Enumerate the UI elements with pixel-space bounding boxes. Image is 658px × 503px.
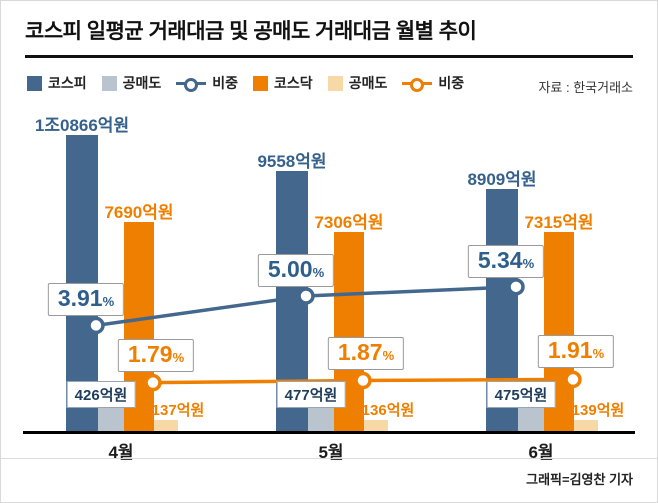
kosdaq-swatch bbox=[253, 75, 269, 91]
bar-코스닥-공매도-4월 bbox=[154, 420, 178, 431]
legend-item-kosdaq-short: 공매도 bbox=[327, 73, 388, 93]
line-marker-코스닥-공매도-비중 bbox=[354, 371, 372, 390]
legend-label: 비중 bbox=[438, 75, 465, 91]
legend-label: 코스피 bbox=[48, 75, 87, 91]
value-label-코스닥-4월: 7690억원 bbox=[104, 202, 174, 222]
legend-item-kospi-short: 공매도 bbox=[101, 73, 162, 93]
kosdaq-short-swatch bbox=[327, 75, 343, 91]
legend-label: 공매도 bbox=[348, 75, 388, 91]
ratio-label-코스닥-공매도-비중-4월: 1.79% bbox=[117, 338, 195, 372]
line-marker-코스피-공매도-비중 bbox=[87, 316, 105, 335]
bar-코스닥-공매도-5월 bbox=[364, 420, 388, 431]
value-label-코스피-공매도-4월: 426억원 bbox=[66, 381, 136, 408]
legend-item-kosdaq: 코스닥 bbox=[253, 73, 313, 93]
ratio-label-코스피-공매도-비중-4월: 3.91% bbox=[47, 283, 125, 317]
line-marker-코스피-공매도-비중 bbox=[507, 278, 525, 296]
ratio-label-코스피-공매도-비중-6월: 5.34% bbox=[467, 244, 545, 278]
value-label-코스피-4월: 1조0866억원 bbox=[34, 116, 130, 136]
ratio-label-코스피-공매도-비중-5월: 5.00% bbox=[257, 254, 335, 287]
legend-label: 공매도 bbox=[122, 75, 162, 91]
data-source: 자료 : 한국거래소 bbox=[538, 80, 633, 95]
bottom-divider bbox=[1, 458, 657, 459]
kospi-short-swatch bbox=[101, 75, 117, 91]
ratio-label-코스닥-공매도-비중-5월: 1.87% bbox=[327, 336, 405, 370]
legend-item-kospi-ratio: 비중 bbox=[176, 73, 238, 93]
legend-item-kospi: 코스피 bbox=[27, 73, 87, 93]
ratio-value: 5.00 bbox=[267, 256, 313, 282]
value-label-코스닥-5월: 7306억원 bbox=[314, 213, 384, 233]
percent-sign: % bbox=[312, 265, 325, 280]
kospi-ratio-line-icon bbox=[176, 77, 207, 92]
value-label-코스피-6월: 8909억원 bbox=[467, 169, 537, 189]
value-label-코스닥-6월: 7315억원 bbox=[524, 213, 594, 233]
value-label-코스피-5월: 9558억원 bbox=[257, 152, 327, 172]
kospi-swatch bbox=[27, 75, 42, 91]
bar-코스피-공매도-5월 bbox=[308, 407, 334, 431]
line-marker-icon bbox=[410, 77, 425, 92]
legend: 코스피 공매도 비중 코스닥 공매도 비중 bbox=[27, 73, 464, 93]
percent-sign: % bbox=[522, 255, 535, 271]
ratio-value: 3.91 bbox=[57, 285, 103, 312]
ratio-value: 1.91 bbox=[547, 337, 593, 364]
ratio-value: 5.34 bbox=[477, 246, 523, 273]
ratio-value: 1.87 bbox=[337, 338, 383, 365]
x-axis-line bbox=[23, 431, 635, 434]
ratio-label-코스닥-공매도-비중-6월: 1.91% bbox=[537, 335, 615, 369]
value-label-코스닥-공매도-5월: 136억원 bbox=[361, 402, 415, 419]
title-divider bbox=[25, 55, 633, 58]
kosdaq-ratio-line-icon bbox=[402, 77, 433, 92]
x-axis-label-4월: 4월 bbox=[108, 443, 134, 462]
value-label-코스닥-공매도-4월: 137억원 bbox=[151, 402, 205, 419]
line-marker-icon bbox=[184, 77, 199, 92]
legend-label: 비중 bbox=[212, 75, 239, 91]
bar-코스피-공매도-4월 bbox=[98, 407, 124, 431]
line-marker-코스닥-공매도-비중 bbox=[144, 373, 162, 392]
line-marker-코스피-공매도-비중 bbox=[297, 287, 315, 305]
value-label-코스피-공매도-6월: 475억원 bbox=[486, 381, 556, 408]
line-marker-코스닥-공매도-비중 bbox=[564, 370, 582, 389]
x-axis-label-5월: 5월 bbox=[318, 443, 344, 462]
percent-sign: % bbox=[172, 349, 185, 365]
ratio-value: 1.79 bbox=[127, 340, 173, 367]
value-label-코스피-공매도-5월: 477억원 bbox=[276, 381, 346, 408]
legend-item-kosdaq-ratio: 비중 bbox=[402, 73, 464, 93]
page-title: 코스피 일평균 거래대금 및 공매도 거래대금 월별 추이 bbox=[25, 20, 477, 43]
graphic-credit: 그래픽=김영찬 기자 bbox=[526, 472, 633, 487]
legend-label: 코스닥 bbox=[274, 75, 313, 91]
percent-sign: % bbox=[102, 294, 115, 310]
percent-sign: % bbox=[382, 347, 395, 363]
bar-코스닥-공매도-6월 bbox=[574, 420, 598, 431]
percent-sign: % bbox=[592, 346, 605, 362]
x-axis-label-6월: 6월 bbox=[528, 443, 554, 462]
value-label-코스닥-공매도-6월: 139억원 bbox=[571, 402, 625, 419]
bar-코스피-공매도-6월 bbox=[518, 407, 544, 431]
